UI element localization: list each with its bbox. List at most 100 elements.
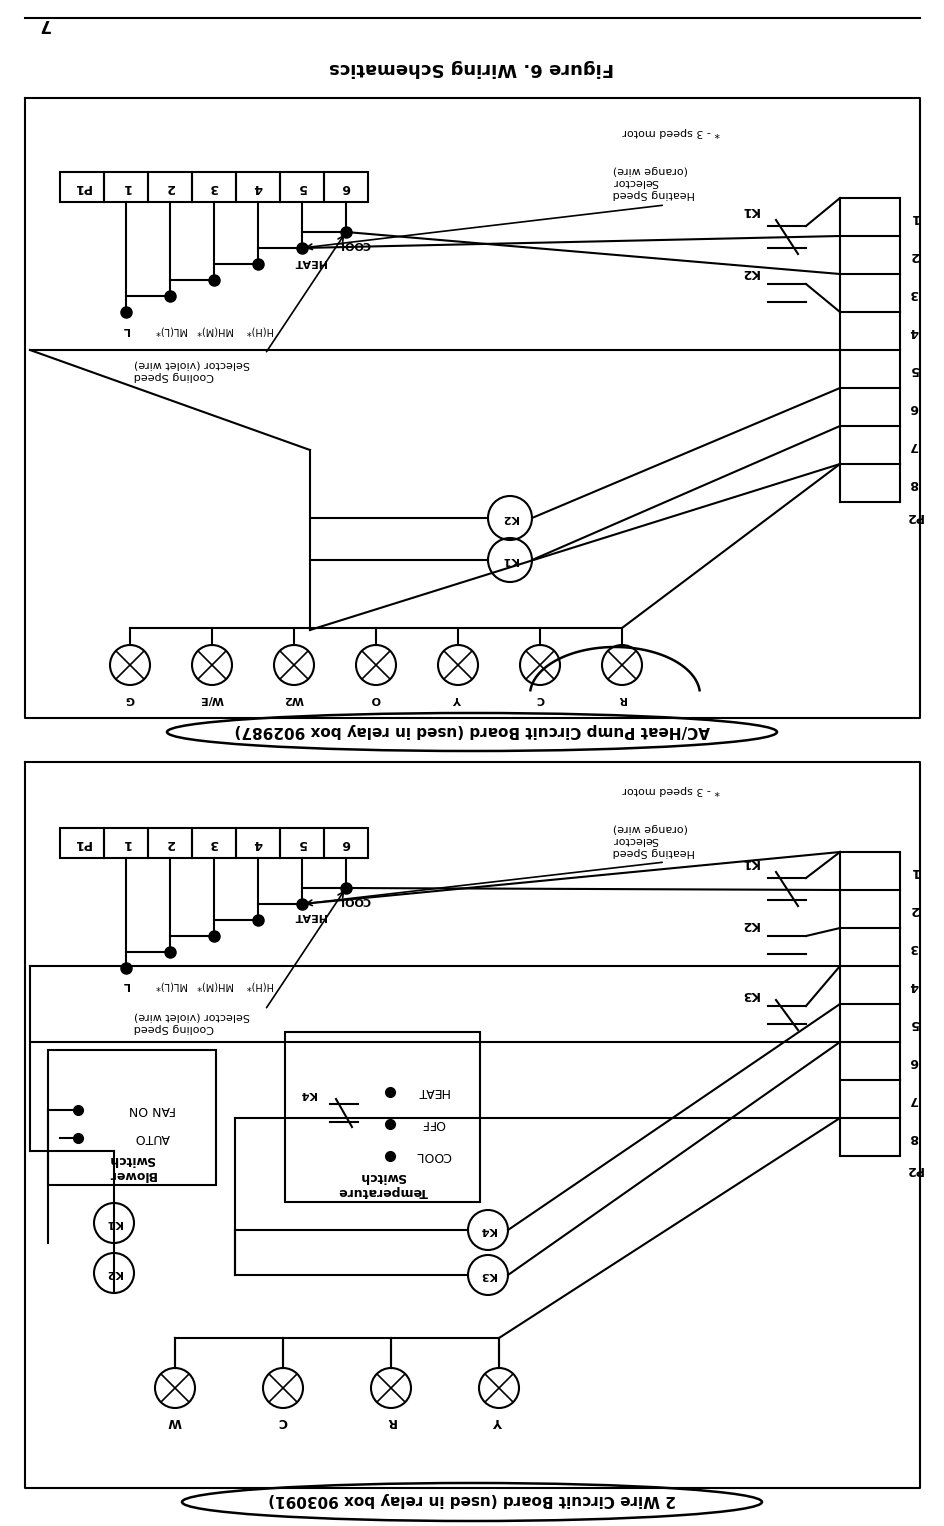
- Text: 8: 8: [909, 476, 918, 490]
- Text: Temperature
Switch: Temperature Switch: [337, 1170, 427, 1198]
- Text: P2: P2: [904, 1163, 922, 1177]
- Bar: [192, 172, 236, 201]
- Text: 5: 5: [909, 363, 918, 375]
- Text: HEAT: HEAT: [416, 1085, 448, 1099]
- Text: H(H)*: H(H)*: [244, 325, 271, 336]
- Text: O: O: [371, 694, 380, 703]
- Text: Y: Y: [494, 1416, 503, 1428]
- Text: K2: K2: [106, 1268, 122, 1277]
- Text: 5: 5: [297, 180, 306, 194]
- Text: 8: 8: [909, 1131, 918, 1143]
- Text: 3: 3: [909, 287, 918, 299]
- Bar: [192, 829, 236, 858]
- Text: 1: 1: [122, 180, 130, 194]
- Text: P2: P2: [904, 510, 922, 522]
- Text: K3: K3: [480, 1270, 496, 1280]
- Text: 2 Wire Circuit Board (used in relay box 903091): 2 Wire Circuit Board (used in relay box …: [268, 1492, 675, 1508]
- Text: AC/Heat Pump Circuit Board (used in relay box 902987): AC/Heat Pump Circuit Board (used in rela…: [234, 722, 709, 737]
- Text: Blower
Switch: Blower Switch: [108, 1154, 156, 1181]
- Text: K4: K4: [480, 1225, 496, 1235]
- Text: R: R: [617, 694, 626, 703]
- Bar: [285, 1032, 480, 1202]
- Text: W2: W2: [284, 694, 304, 703]
- Text: 2: 2: [165, 180, 175, 194]
- Text: 6: 6: [342, 836, 350, 850]
- Text: Figure 6. Wiring Schematics: Figure 6. Wiring Schematics: [329, 60, 614, 76]
- Text: K1: K1: [740, 203, 758, 217]
- Text: 4: 4: [253, 180, 262, 194]
- Text: 2: 2: [909, 249, 918, 261]
- Text: W/E: W/E: [200, 694, 224, 703]
- Text: C: C: [535, 694, 544, 703]
- Text: H(H)*: H(H)*: [244, 980, 271, 990]
- Text: K2: K2: [740, 266, 758, 279]
- Text: K1: K1: [106, 1218, 122, 1228]
- Text: 6: 6: [342, 180, 350, 194]
- Text: 7: 7: [909, 1093, 918, 1105]
- Bar: [236, 172, 279, 201]
- Text: OFF: OFF: [420, 1117, 445, 1131]
- Text: 5: 5: [909, 1016, 918, 1030]
- Text: MH(M)*: MH(M)*: [195, 980, 232, 990]
- Bar: [104, 172, 148, 201]
- Text: 4: 4: [909, 325, 918, 337]
- Text: COOL: COOL: [337, 240, 371, 249]
- Text: 7: 7: [909, 438, 918, 452]
- Text: * - 3 speed motor: * - 3 speed motor: [622, 127, 719, 137]
- Text: K4: K4: [299, 1090, 316, 1099]
- Text: 2: 2: [165, 836, 175, 850]
- Bar: [148, 829, 192, 858]
- Bar: [236, 829, 279, 858]
- Text: Heating Speed
Selector
(orange wire): Heating Speed Selector (orange wire): [612, 165, 694, 198]
- Text: COOL: COOL: [414, 1149, 450, 1163]
- Text: 4: 4: [253, 836, 262, 850]
- Text: K1: K1: [501, 555, 517, 565]
- Text: ML(L)*: ML(L)*: [154, 325, 186, 336]
- Text: K3: K3: [740, 987, 758, 1001]
- Bar: [148, 172, 192, 201]
- Text: Y: Y: [453, 694, 462, 703]
- Text: 1: 1: [909, 865, 918, 877]
- Bar: [279, 172, 324, 201]
- Text: 5: 5: [297, 836, 306, 850]
- Text: COOL: COOL: [337, 896, 371, 905]
- Text: K2: K2: [501, 513, 517, 523]
- Text: L: L: [123, 980, 129, 990]
- Text: P1: P1: [73, 180, 91, 194]
- Text: 1: 1: [122, 836, 130, 850]
- Text: 3: 3: [909, 940, 918, 954]
- Text: AUTO: AUTO: [134, 1131, 169, 1144]
- Text: 2: 2: [909, 902, 918, 916]
- Text: 7: 7: [38, 15, 50, 34]
- Bar: [324, 829, 367, 858]
- Text: 4: 4: [909, 978, 918, 992]
- Text: 3: 3: [210, 836, 218, 850]
- Text: ML(L)*: ML(L)*: [154, 980, 186, 990]
- Text: L: L: [123, 325, 129, 336]
- Text: 3: 3: [210, 180, 218, 194]
- Text: Cooling Speed
Selector (violet wire): Cooling Speed Selector (violet wire): [134, 359, 250, 382]
- Bar: [324, 172, 367, 201]
- Bar: [48, 1050, 216, 1186]
- Text: Heating Speed
Selector
(orange wire): Heating Speed Selector (orange wire): [612, 824, 694, 856]
- Text: FAN ON: FAN ON: [128, 1103, 176, 1117]
- Text: C: C: [278, 1416, 287, 1428]
- Text: HEAT: HEAT: [294, 256, 326, 267]
- Text: Cooling Speed
Selector (violet wire): Cooling Speed Selector (violet wire): [134, 1012, 250, 1033]
- Text: 6: 6: [909, 1054, 918, 1068]
- Bar: [104, 829, 148, 858]
- Text: G: G: [126, 694, 134, 703]
- Text: K2: K2: [740, 917, 758, 931]
- Bar: [59, 172, 104, 201]
- Text: W: W: [168, 1416, 181, 1428]
- Bar: [279, 829, 324, 858]
- Text: 1: 1: [909, 211, 918, 223]
- Text: K1: K1: [740, 856, 758, 868]
- Text: R: R: [386, 1416, 396, 1428]
- Text: 6: 6: [909, 400, 918, 414]
- Bar: [59, 829, 104, 858]
- Text: HEAT: HEAT: [294, 911, 326, 922]
- Text: * - 3 speed motor: * - 3 speed motor: [622, 784, 719, 795]
- Text: MH(M)*: MH(M)*: [195, 325, 232, 336]
- Text: P1: P1: [73, 836, 91, 850]
